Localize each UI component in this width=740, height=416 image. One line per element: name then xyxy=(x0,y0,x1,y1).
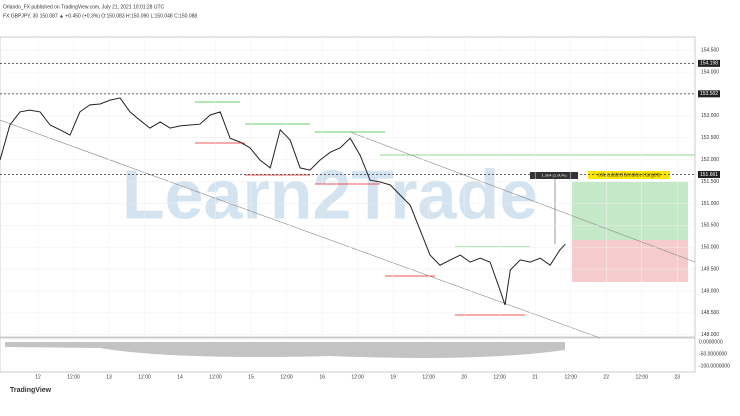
price-level-box xyxy=(698,90,720,98)
y-tick-label: 150.000 xyxy=(701,245,719,251)
indicator-label: -100.0000000 xyxy=(699,363,730,369)
plot-frame xyxy=(0,36,696,338)
target-zone xyxy=(572,182,688,240)
measure-box xyxy=(530,172,578,179)
x-tick-label: 22 xyxy=(603,374,609,380)
indicator-shape xyxy=(5,342,565,358)
channel-line xyxy=(349,131,696,263)
price-level-box xyxy=(698,170,720,178)
x-tick-label: 20 xyxy=(461,374,467,380)
y-tick-label: 148.000 xyxy=(701,332,719,338)
x-tick-label: 12:00 xyxy=(564,374,577,380)
x-tick-label: 21 xyxy=(532,374,538,380)
x-tick-label: 23 xyxy=(674,374,680,380)
y-tick-label: 154.500 xyxy=(701,47,719,53)
watermark: Learn2Trade xyxy=(122,155,538,233)
indicator-label: 0.0000000 xyxy=(699,339,723,345)
y-tick-label: 149.500 xyxy=(701,266,719,272)
y-tick-label: 151.500 xyxy=(701,179,719,185)
price-level-box xyxy=(698,59,720,67)
footer: TradingView xyxy=(10,387,52,394)
x-tick-label: 12:00 xyxy=(635,374,648,380)
annotation: coluculated breakout targets xyxy=(598,172,661,178)
x-tick-label: 14 xyxy=(177,374,183,380)
indicator-label: -50.0000000 xyxy=(699,351,727,357)
channel-line xyxy=(0,119,601,339)
header-line: FX:GBPJPY, 30 150.087 ▲ +0.450 (+0.3%) O… xyxy=(3,13,197,19)
x-tick-label: 15 xyxy=(248,374,254,380)
y-tick-label: 154.000 xyxy=(701,69,719,75)
x-tick-label: 12:00 xyxy=(138,374,151,380)
x-tick-label: 12:00 xyxy=(209,374,222,380)
price-level-label: 154.198 xyxy=(700,61,718,67)
x-tick-label: 12:00 xyxy=(67,374,80,380)
measure-label: 1.504 (1.00%) xyxy=(541,173,567,178)
y-tick-label: 149.000 xyxy=(701,288,719,294)
y-tick-label: 152.500 xyxy=(701,135,719,141)
price-level-label: 153.502 xyxy=(700,91,718,97)
x-tick-label: 12:00 xyxy=(493,374,506,380)
stop-zone xyxy=(572,240,688,282)
y-tick-label: 150.500 xyxy=(701,223,719,229)
x-tick-label: 12:00 xyxy=(280,374,293,380)
annotation-box xyxy=(588,171,670,179)
header-line: Orlando_FX published on TradingView.com,… xyxy=(3,4,165,10)
x-tick-label: 13 xyxy=(106,374,112,380)
y-tick-label: 151.000 xyxy=(701,201,719,207)
x-tick-label: 12:00 xyxy=(422,374,435,380)
x-tick-label: 19 xyxy=(390,374,396,380)
y-tick-label: 152.000 xyxy=(701,157,719,163)
y-tick-label: 148.500 xyxy=(701,310,719,316)
indicator-panel xyxy=(0,337,696,373)
price-line xyxy=(0,97,566,306)
price-level-label: 151.661 xyxy=(700,172,718,178)
x-tick-label: 12 xyxy=(35,374,41,380)
y-tick-label: 153.000 xyxy=(701,113,719,119)
x-tick-label: 16 xyxy=(319,374,325,380)
x-tick-label: 12:00 xyxy=(351,374,364,380)
